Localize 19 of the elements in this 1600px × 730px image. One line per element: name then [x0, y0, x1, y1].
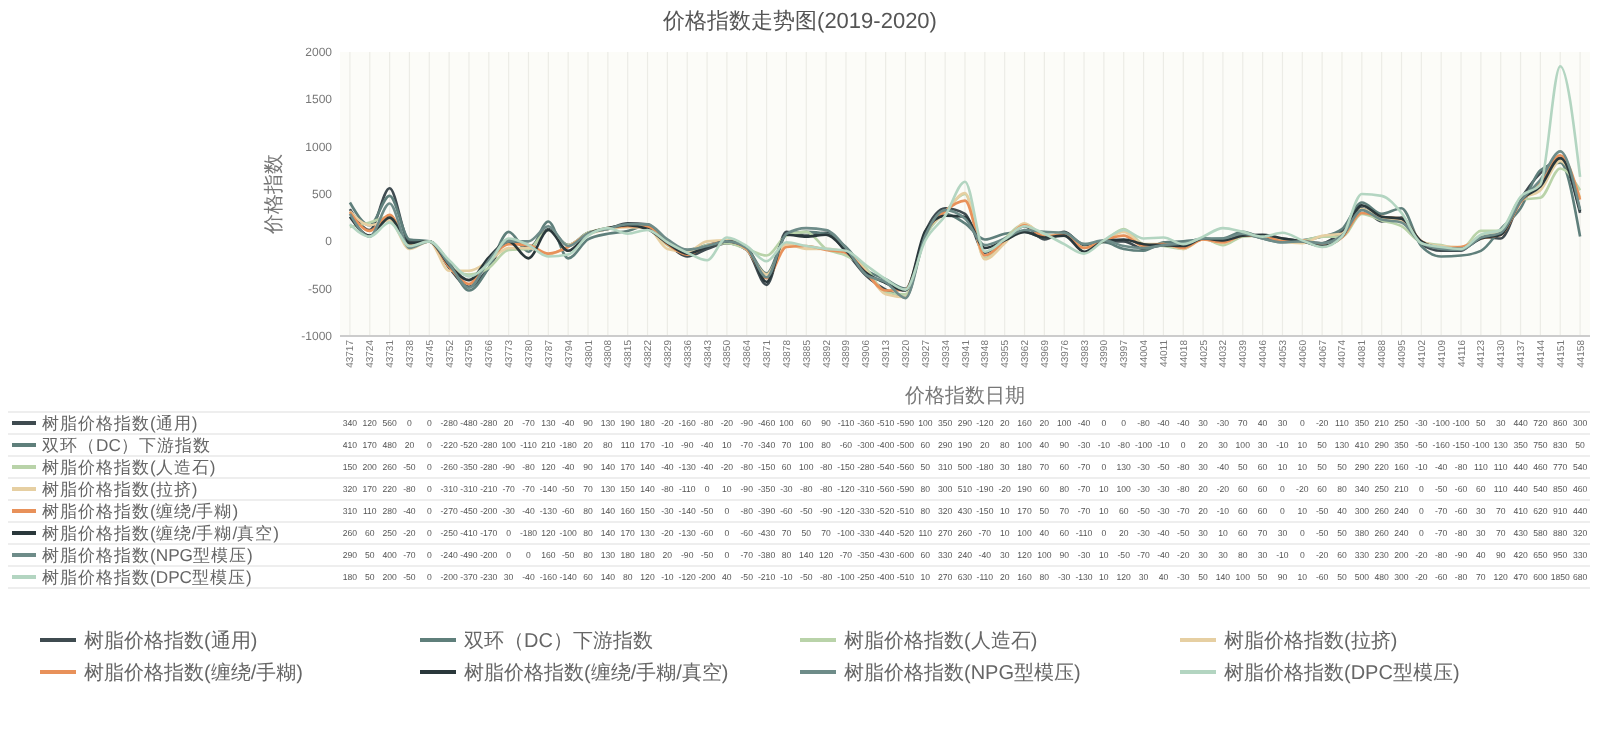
legend-label: 双环（DC）下游指数 [42, 435, 211, 456]
text: 树脂价格指数(拉挤) [1224, 631, 1398, 653]
text: 双环（DC）下游指数 [464, 631, 653, 653]
chart-title: 价格指数走势图(2019-2020) [661, 8, 937, 34]
text: 树脂价格指数(DPC型模压) [1224, 663, 1460, 685]
x-axis-title: 价格指数日期 [903, 384, 1025, 408]
legend-label: 树脂价格指数(缠绕/手糊/真空) [42, 523, 280, 544]
text: 树脂价格指数(NPG型模压) [844, 663, 1081, 685]
legend-label: 树脂价格指数(通用) [42, 413, 198, 434]
text: 树脂价格指数(缠绕/手糊) [84, 663, 303, 685]
legend-label: 树脂价格指数(DPC型模压) [42, 567, 253, 588]
text: 树脂价格指数(人造石) [844, 631, 1038, 653]
legend-label: 树脂价格指数(NPG型模压) [42, 545, 253, 566]
text: 树脂价格指数(通用) [84, 631, 258, 653]
legend-label: 树脂价格指数(人造石) [42, 457, 216, 478]
y-axis-title: 价格指数 [262, 154, 286, 236]
text: 树脂价格指数(缠绕/手糊/真空) [464, 663, 729, 685]
legend-label: 树脂价格指数(缠绕/手糊) [42, 501, 239, 522]
legend-label: 树脂价格指数(拉挤) [42, 479, 198, 500]
